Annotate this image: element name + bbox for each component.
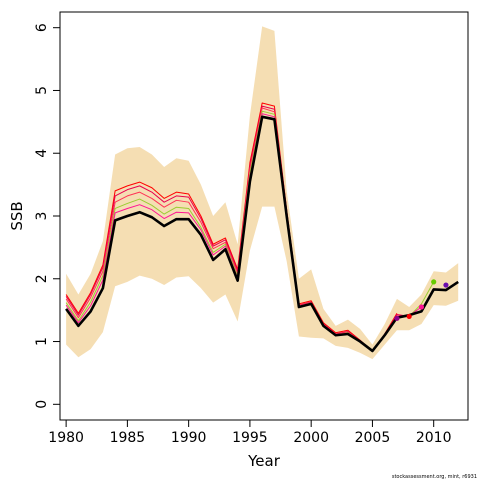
y-tick-label-0: 0	[34, 400, 50, 409]
endpoint-2007	[394, 315, 400, 321]
y-tick-label-4: 4	[34, 149, 50, 158]
x-tick-label-2005: 2005	[355, 430, 391, 446]
x-tick-label-2010: 2010	[416, 430, 452, 446]
x-tick-label-1980: 1980	[48, 430, 84, 446]
endpoint-2008	[406, 313, 412, 320]
x-tick-label-1985: 1985	[110, 430, 146, 446]
y-tick-label-6: 6	[34, 23, 50, 32]
endpoint-2009	[418, 304, 425, 310]
x-tick-label-2000: 2000	[293, 430, 329, 446]
confidence-band-layer	[66, 26, 459, 360]
axes-layer: 1980 1985 1990 1995 2000 2005 2010 0 1 2 3 4 5 6	[34, 23, 452, 446]
series-layer	[65, 102, 459, 353]
ssb-estimate-line	[65, 115, 459, 353]
retro-line-retro_1	[65, 102, 398, 352]
y-axis-title: SSB	[8, 201, 26, 230]
credit-text: stockassessment.org, mint, r6931	[392, 474, 477, 480]
y-tick-label-5: 5	[34, 86, 50, 95]
x-tick-label-1990: 1990	[171, 430, 207, 446]
confidence-band	[66, 26, 459, 360]
endpoint-layer	[394, 279, 449, 321]
y-tick-label-3: 3	[34, 212, 50, 221]
x-tick-label-1995: 1995	[232, 430, 268, 446]
y-tick-label-1: 1	[34, 337, 50, 346]
endpoint-2010	[431, 279, 437, 285]
y-tick-label-2: 2	[34, 274, 50, 283]
endpoint-2011	[443, 282, 449, 288]
x-axis-title: Year	[247, 452, 281, 470]
